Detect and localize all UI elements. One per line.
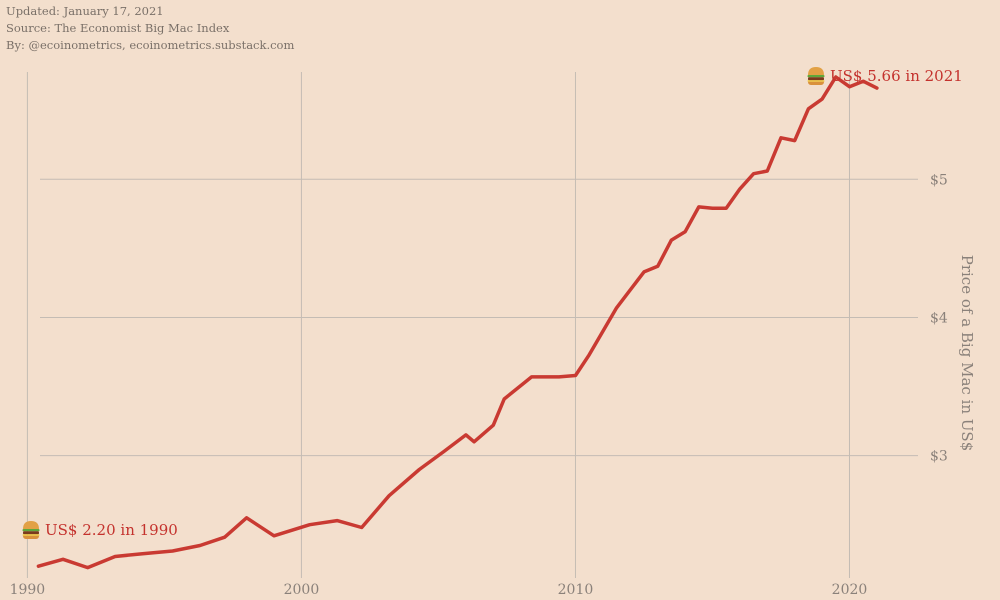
x-grid <box>26 72 850 578</box>
burger-icon <box>22 521 40 539</box>
y-tick-label-3: $3 <box>930 449 948 465</box>
y-grid <box>40 178 918 457</box>
y-tick-label-4: $4 <box>930 310 948 326</box>
x-tick-label-2010: 2010 <box>558 582 594 598</box>
x-tick-labels: 1990 2000 2010 2020 <box>10 582 868 598</box>
x-tick-label-1990: 1990 <box>10 582 46 598</box>
annotations: US$ 2.20 in 1990 US$ 5.66 in 2021 <box>22 67 963 539</box>
burger-icon <box>807 67 825 85</box>
annotation-end: US$ 5.66 in 2021 <box>830 67 963 85</box>
series-line-big-mac-price <box>36 75 879 570</box>
byline-text: By: @ecoinometrics, ecoinometrics.substa… <box>6 38 295 52</box>
y-axis-title: Price of a Big Mac in US$ <box>958 255 976 452</box>
y-tick-label-5: $5 <box>930 172 948 188</box>
updated-text: Updated: January 17, 2021 <box>6 4 164 18</box>
chart-meta: Updated: January 17, 2021 Source: The Ec… <box>6 3 294 54</box>
x-tick-label-2000: 2000 <box>284 582 320 598</box>
x-tick-label-2020: 2020 <box>832 582 868 598</box>
source-text: Source: The Economist Big Mac Index <box>6 21 230 35</box>
annotation-start: US$ 2.20 in 1990 <box>45 521 178 539</box>
y-tick-labels: $3 $4 $5 <box>930 172 948 464</box>
